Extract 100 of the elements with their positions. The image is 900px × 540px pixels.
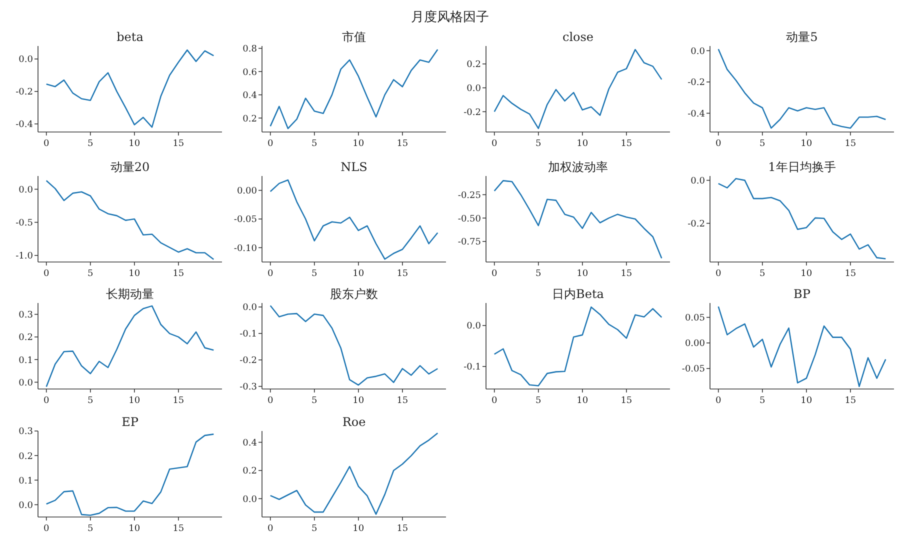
x-tick-label: 0	[43, 524, 50, 534]
chart-title: 日内Beta	[552, 287, 604, 301]
x-tick-label: 10	[800, 139, 812, 149]
line-series	[270, 48, 438, 130]
x-tick-label: 10	[576, 396, 588, 406]
line-series	[718, 178, 886, 260]
y-tick-label: -0.05	[234, 215, 258, 226]
x-tick-label: 15	[172, 139, 184, 149]
y-tick-label: 0.0	[18, 185, 34, 196]
x-tick-label: 15	[844, 269, 856, 279]
text: 月度风格因子	[411, 9, 489, 25]
chart-title: NLS	[340, 160, 368, 174]
chart-title: BP	[794, 287, 810, 301]
line-series	[46, 180, 214, 260]
y-tick-label: 0.05	[684, 314, 706, 324]
chart-title: 1年日均换手	[768, 160, 836, 174]
chart-title: 市值	[342, 30, 366, 44]
line-series	[494, 180, 662, 259]
y-tick-label: -1.0	[16, 252, 34, 262]
x-tick-label: 10	[352, 139, 364, 149]
x-tick-label: 10	[128, 269, 140, 279]
x-tick-label: 15	[396, 269, 408, 279]
x-tick-label: 0	[43, 396, 50, 406]
x-tick-label: 0	[715, 139, 722, 149]
line-series	[46, 49, 214, 128]
chart-title: 动量20	[110, 160, 150, 174]
y-tick-label: -0.2	[688, 78, 705, 88]
y-tick-label: -0.2	[688, 220, 705, 230]
y-tick-label: 0.0	[690, 46, 706, 57]
y-tick-label: -0.2	[16, 88, 33, 98]
y-tick-label: 0.2	[18, 333, 33, 344]
x-tick-label: 0	[715, 269, 722, 279]
x-tick-label: 15	[844, 139, 856, 149]
chart-title: close	[562, 30, 594, 44]
x-tick-label: 5	[312, 524, 318, 534]
line-series	[718, 48, 886, 129]
y-tick-label: 0.00	[684, 339, 706, 350]
x-tick-label: 5	[760, 139, 766, 149]
y-tick-label: 0.2	[466, 60, 481, 70]
x-tick-label: 0	[43, 139, 50, 149]
x-tick-label: 0	[491, 269, 498, 279]
x-tick-label: 10	[128, 524, 140, 534]
x-tick-label: 15	[172, 396, 184, 406]
y-tick-label: 0.00	[236, 186, 258, 197]
y-tick-label: -0.75	[458, 238, 482, 248]
y-tick-label: 0.1	[18, 476, 33, 486]
y-tick-label: -0.10	[234, 244, 258, 254]
x-tick-label: 5	[88, 524, 94, 534]
y-tick-label: 0.0	[242, 303, 258, 314]
x-tick-label: 0	[267, 139, 274, 149]
y-tick-label: 0.2	[18, 452, 33, 462]
x-tick-label: 0	[267, 269, 274, 279]
y-tick-label: 0.8	[242, 44, 258, 55]
x-tick-label: 5	[760, 269, 766, 279]
line-series	[718, 306, 886, 388]
line-series	[494, 306, 662, 386]
x-tick-label: 0	[267, 524, 274, 534]
y-tick-label: 0.0	[690, 176, 706, 186]
x-tick-label: 10	[800, 269, 812, 279]
line-series	[270, 179, 438, 260]
y-tick-label: -0.4	[16, 120, 34, 130]
x-tick-label: 10	[576, 269, 588, 279]
y-tick-label: 0.6	[242, 68, 258, 78]
x-tick-label: 5	[536, 269, 542, 279]
y-tick-label: 0.3	[18, 427, 34, 438]
x-tick-label: 5	[312, 396, 318, 406]
line-series	[270, 305, 438, 386]
y-tick-label: 0.0	[466, 322, 482, 332]
y-tick-label: 0.0	[242, 494, 258, 505]
x-tick-label: 0	[491, 396, 498, 406]
x-tick-label: 10	[800, 396, 812, 406]
x-tick-label: 15	[620, 269, 632, 279]
x-tick-label: 10	[576, 139, 588, 149]
x-tick-label: 10	[352, 524, 364, 534]
chart-title: 加权波动率	[548, 160, 608, 174]
chart-title: 长期动量	[106, 287, 154, 301]
x-tick-label: 5	[312, 269, 318, 279]
x-tick-label: 15	[172, 269, 184, 279]
y-tick-label: 0.1	[18, 356, 33, 366]
y-tick-label: -0.4	[688, 109, 706, 120]
x-tick-label: 0	[715, 396, 722, 406]
x-tick-label: 10	[352, 269, 364, 279]
x-tick-label: 15	[396, 139, 408, 149]
chart-title: EP	[122, 415, 138, 429]
line-series	[494, 48, 662, 130]
x-tick-label: 10	[128, 139, 140, 149]
x-tick-label: 15	[172, 524, 184, 534]
y-tick-label: 0.0	[466, 84, 482, 94]
x-tick-label: 5	[536, 139, 542, 149]
x-tick-label: 10	[352, 396, 364, 406]
y-tick-label: -0.50	[458, 214, 482, 224]
x-tick-label: 5	[312, 139, 318, 149]
line-series	[46, 434, 214, 516]
x-tick-label: 10	[128, 396, 140, 406]
x-tick-label: 5	[88, 396, 94, 406]
y-tick-label: 0.2	[242, 114, 257, 124]
x-tick-label: 15	[844, 396, 856, 406]
y-tick-label: 0.2	[242, 466, 257, 477]
x-tick-label: 15	[396, 396, 408, 406]
y-tick-label: 0.0	[18, 500, 34, 511]
